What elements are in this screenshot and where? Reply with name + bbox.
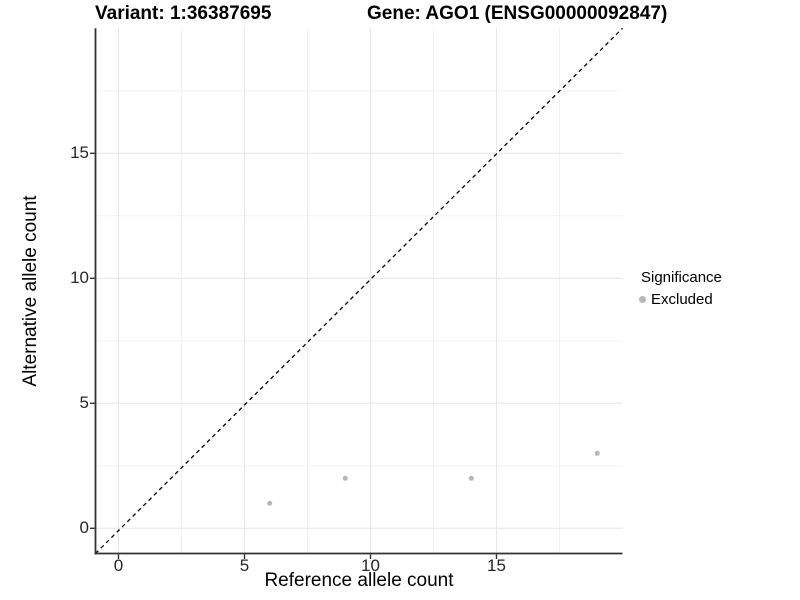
data-point bbox=[468, 475, 474, 481]
identity-line bbox=[95, 27, 623, 554]
y-tick-label: 5 bbox=[79, 393, 89, 413]
legend-title: Significance bbox=[641, 269, 722, 286]
x-tick-label: 0 bbox=[113, 556, 124, 575]
legend-item-excluded: Excluded bbox=[639, 290, 722, 309]
data-point bbox=[342, 475, 348, 481]
x-tick-label: 5 bbox=[239, 556, 250, 575]
y-tick-label: 10 bbox=[70, 268, 89, 288]
y-tick-label: 15 bbox=[70, 143, 89, 163]
gene-title: Gene: AGO1 (ENSG00000092847) bbox=[367, 3, 668, 24]
legend-item-label: Excluded bbox=[651, 291, 713, 308]
data-point bbox=[267, 500, 273, 506]
x-axis-title: Reference allele count bbox=[264, 570, 454, 591]
legend: Significance Excluded bbox=[639, 268, 722, 309]
y-axis-title: Alternative allele count bbox=[20, 195, 41, 387]
x-tick-label: 15 bbox=[487, 556, 506, 575]
variant-title: Variant: 1:36387695 bbox=[95, 3, 272, 24]
data-point bbox=[594, 450, 600, 456]
plot-title: Variant: 1:36387695 Gene: AGO1 (ENSG0000… bbox=[0, 3, 800, 27]
legend-point-icon bbox=[639, 296, 646, 303]
y-tick-label: 0 bbox=[79, 518, 89, 538]
x-tick-label: 10 bbox=[361, 556, 380, 575]
